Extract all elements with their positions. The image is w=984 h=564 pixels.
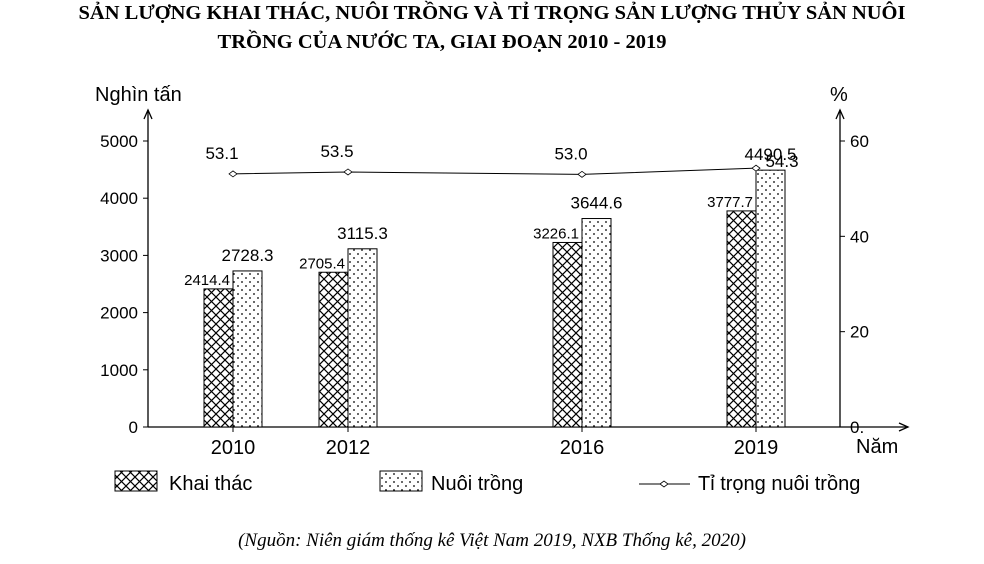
left-axis-label: Nghìn tấn: [95, 84, 182, 106]
right-tick-label: 0.: [850, 418, 864, 437]
data-label-ti-trong: 53.5: [320, 142, 353, 161]
legend-label-khai-thac: Khai thác: [169, 473, 252, 495]
left-axis-arrow-icon: [143, 108, 153, 120]
right-tick-label: 40: [850, 227, 869, 246]
right-axis-label: %: [830, 84, 848, 106]
data-label-khai-thac: 3777.7: [707, 194, 753, 211]
left-tick-label: 1000: [100, 361, 138, 380]
bar-nuoi-trong: [755, 169, 786, 428]
bar-khai-thac: [318, 271, 349, 428]
chart-title-line-2: TRỒNG CỦA NƯỚC TA, GIAI ĐOẠN 2010 - 2019: [217, 31, 667, 53]
point-ti-trong: [343, 168, 353, 176]
data-label-nuoi-trong: 4490.5: [745, 145, 797, 164]
data-label-ti-trong: 54.3: [765, 152, 798, 171]
point-ti-trong: [577, 170, 587, 178]
legend-label-nuoi-trong: Nuôi trồng: [431, 473, 523, 495]
left-tick-label: 2000: [100, 304, 138, 323]
bar-nuoi-trong: [581, 218, 612, 428]
x-tick-label: 2012: [326, 437, 371, 459]
x-tick-label: 2019: [734, 437, 779, 459]
x-tick-label: 2010: [211, 437, 256, 459]
legend-swatch-nuoi-trong: [379, 470, 423, 492]
chart-title-line-1: SẢN LƯỢNG KHAI THÁC, NUÔI TRỒNG VÀ TỈ TR…: [78, 2, 906, 24]
data-label-khai-thac: 3226.1: [533, 225, 579, 242]
bar-nuoi-trong: [232, 270, 263, 428]
legend-swatch-khai-thac: [114, 470, 158, 492]
bar-khai-thac: [726, 210, 757, 428]
source-note: (Nguồn: Niên giám thống kê Việt Nam 2019…: [238, 530, 746, 551]
bar-nuoi-trong: [347, 248, 378, 428]
data-label-nuoi-trong: 2728.3: [222, 246, 274, 265]
data-label-khai-thac: 2414.4: [184, 272, 230, 289]
right-tick-label: 60: [850, 132, 869, 151]
x-tick-label: 2016: [560, 437, 605, 459]
right-axis-arrow-icon: [835, 108, 845, 120]
data-label-nuoi-trong: 3644.6: [571, 194, 623, 213]
x-axis-label: Năm: [856, 436, 898, 458]
bar-khai-thac: [552, 241, 583, 428]
point-ti-trong: [751, 164, 761, 172]
legend: Khai thác Nuôi trồng Tỉ trọng nuôi trồng: [114, 470, 860, 495]
bar-khai-thac: [203, 288, 234, 428]
left-tick-label: 3000: [100, 246, 138, 265]
data-label-khai-thac: 2705.4: [299, 255, 345, 272]
left-tick-label: 4000: [100, 189, 138, 208]
data-label-ti-trong: 53.1: [205, 144, 238, 163]
data-label-ti-trong: 53.0: [554, 144, 587, 163]
legend-label-ti-trong: Tỉ trọng nuôi trồng: [698, 473, 860, 495]
x-axis-arrow-icon: [898, 422, 910, 432]
left-tick-label: 5000: [100, 132, 138, 151]
left-tick-label: 0: [129, 418, 138, 437]
line-ti-trong: [232, 167, 757, 175]
point-ti-trong: [228, 170, 238, 178]
legend-marker-ti-trong: [659, 480, 669, 488]
data-label-nuoi-trong: 3115.3: [337, 224, 388, 243]
right-tick-label: 20: [850, 323, 869, 342]
